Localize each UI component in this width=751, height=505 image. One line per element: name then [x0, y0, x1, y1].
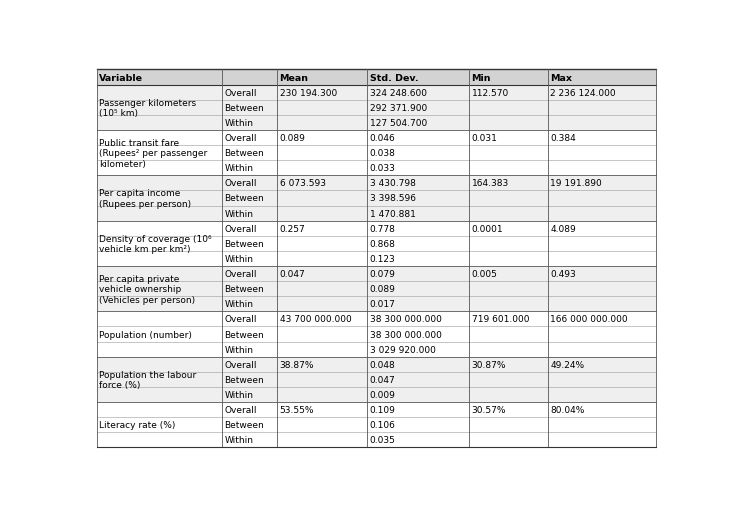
Bar [97, 267, 656, 312]
Text: 230 194.300: 230 194.300 [279, 88, 336, 97]
Text: 30.87%: 30.87% [472, 360, 506, 369]
Text: Between: Between [225, 239, 264, 248]
Text: Overall: Overall [225, 179, 257, 188]
Text: 324 248.600: 324 248.600 [369, 88, 427, 97]
Text: Public transit fare
(Rupees² per passenger
kilometer): Public transit fare (Rupees² per passeng… [99, 138, 207, 168]
Text: 53.55%: 53.55% [279, 406, 314, 414]
Text: Population (number): Population (number) [99, 330, 192, 339]
Text: Mean: Mean [279, 73, 309, 82]
Text: Overall: Overall [225, 360, 257, 369]
Text: Density of coverage (10⁶
vehicle km per km²): Density of coverage (10⁶ vehicle km per … [99, 234, 212, 254]
Text: 0.038: 0.038 [369, 149, 396, 158]
Text: 0.123: 0.123 [369, 255, 396, 264]
Text: 0.868: 0.868 [369, 239, 396, 248]
Text: 0.089: 0.089 [279, 134, 306, 143]
Text: Between: Between [225, 194, 264, 203]
Text: 0.079: 0.079 [369, 270, 396, 278]
Text: 166 000 000.000: 166 000 000.000 [550, 315, 628, 324]
Text: Within: Within [225, 345, 253, 354]
Text: 3 029 920.000: 3 029 920.000 [369, 345, 436, 354]
Text: Passenger kilometers
(10⁵ km): Passenger kilometers (10⁵ km) [99, 98, 196, 118]
Text: Within: Within [225, 255, 253, 264]
Text: Per capita private
vehicle ownership
(Vehicles per person): Per capita private vehicle ownership (Ve… [99, 274, 195, 304]
Text: Between: Between [225, 104, 264, 113]
Bar [97, 176, 656, 221]
Bar [97, 221, 656, 267]
Text: 38 300 000.000: 38 300 000.000 [369, 315, 442, 324]
Text: Within: Within [225, 435, 253, 444]
Text: 0.109: 0.109 [369, 406, 396, 414]
Text: 38 300 000.000: 38 300 000.000 [369, 330, 442, 339]
Text: 43 700 000.000: 43 700 000.000 [279, 315, 351, 324]
Text: 0.384: 0.384 [550, 134, 576, 143]
Text: Per capita income
(Rupees per person): Per capita income (Rupees per person) [99, 189, 192, 208]
Text: 0.106: 0.106 [369, 420, 396, 429]
Text: 0.047: 0.047 [279, 270, 306, 278]
Text: 0.048: 0.048 [369, 360, 396, 369]
Text: Between: Between [225, 375, 264, 384]
Text: 112.570: 112.570 [472, 88, 509, 97]
Text: Overall: Overall [225, 88, 257, 97]
Text: 0.0001: 0.0001 [472, 224, 503, 233]
Text: 0.031: 0.031 [472, 134, 497, 143]
Bar [97, 312, 656, 357]
Text: Within: Within [225, 209, 253, 218]
Text: 4.089: 4.089 [550, 224, 576, 233]
Text: 38.87%: 38.87% [279, 360, 314, 369]
Text: 30.57%: 30.57% [472, 406, 506, 414]
Text: 3 430.798: 3 430.798 [369, 179, 415, 188]
Bar [97, 131, 656, 176]
Text: 719 601.000: 719 601.000 [472, 315, 529, 324]
Text: Within: Within [225, 164, 253, 173]
Text: 19 191.890: 19 191.890 [550, 179, 602, 188]
Text: Overall: Overall [225, 406, 257, 414]
Text: 0.778: 0.778 [369, 224, 396, 233]
Text: Within: Within [225, 390, 253, 399]
Text: Variable: Variable [99, 73, 143, 82]
Text: Overall: Overall [225, 134, 257, 143]
Text: 0.257: 0.257 [279, 224, 306, 233]
Text: 2 236 124.000: 2 236 124.000 [550, 88, 616, 97]
Text: Overall: Overall [225, 224, 257, 233]
Bar [97, 402, 656, 447]
Bar [97, 357, 656, 402]
Text: Overall: Overall [225, 270, 257, 278]
Text: Within: Within [225, 299, 253, 309]
Text: 0.046: 0.046 [369, 134, 396, 143]
Text: Population the labour
force (%): Population the labour force (%) [99, 370, 196, 389]
Text: Min: Min [472, 73, 491, 82]
Text: 0.005: 0.005 [472, 270, 497, 278]
Text: Between: Between [225, 285, 264, 293]
Bar [97, 70, 656, 85]
Bar [97, 85, 656, 131]
Text: 127 504.700: 127 504.700 [369, 119, 427, 128]
Text: Between: Between [225, 149, 264, 158]
Text: 0.035: 0.035 [369, 435, 396, 444]
Text: Overall: Overall [225, 315, 257, 324]
Text: 49.24%: 49.24% [550, 360, 584, 369]
Text: 292 371.900: 292 371.900 [369, 104, 427, 113]
Text: Between: Between [225, 330, 264, 339]
Text: 164.383: 164.383 [472, 179, 509, 188]
Text: 0.017: 0.017 [369, 299, 396, 309]
Text: 6 073.593: 6 073.593 [279, 179, 325, 188]
Text: 0.493: 0.493 [550, 270, 576, 278]
Text: Max: Max [550, 73, 572, 82]
Text: Std. Dev.: Std. Dev. [369, 73, 418, 82]
Text: 0.009: 0.009 [369, 390, 396, 399]
Text: 0.089: 0.089 [369, 285, 396, 293]
Text: 0.033: 0.033 [369, 164, 396, 173]
Text: 3 398.596: 3 398.596 [369, 194, 416, 203]
Text: Literacy rate (%): Literacy rate (%) [99, 420, 176, 429]
Text: Within: Within [225, 119, 253, 128]
Text: Between: Between [225, 420, 264, 429]
Text: 80.04%: 80.04% [550, 406, 584, 414]
Text: 0.047: 0.047 [369, 375, 396, 384]
Text: 1 470.881: 1 470.881 [369, 209, 415, 218]
